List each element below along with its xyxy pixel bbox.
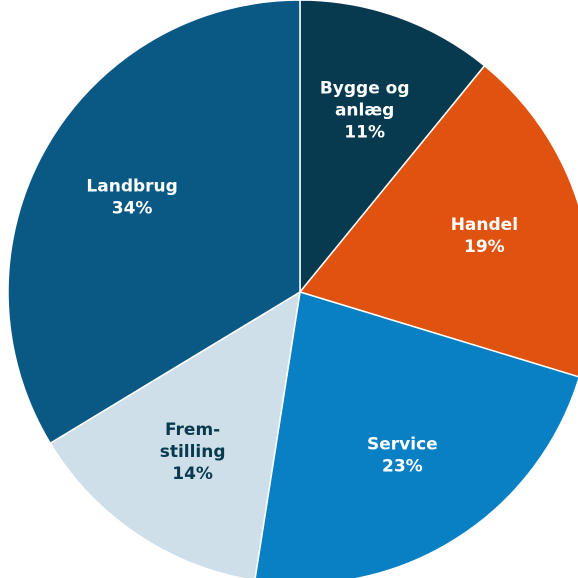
slice-percent-label: 14% — [172, 464, 213, 484]
slice-category-label: Frem- — [165, 420, 220, 440]
slice-category-label: Bygge og — [320, 78, 410, 98]
pie-slice — [49, 290, 301, 578]
pie-slices — [7, 0, 578, 578]
slice-category-label: stilling — [160, 442, 226, 462]
pie-slice — [7, 0, 301, 445]
slice-percent-label: 19% — [464, 237, 505, 257]
slice-percent-label: 11% — [344, 122, 385, 142]
pie-slice — [254, 291, 578, 578]
pie-slice — [298, 64, 578, 378]
pie-slice — [299, 0, 486, 295]
slice-category-label: anlæg — [335, 100, 394, 120]
slice-percent-label: 23% — [382, 456, 423, 476]
slice-category-label: Handel — [451, 215, 518, 235]
slice-percent-label: 34% — [112, 198, 153, 218]
slice-category-label: Service — [367, 434, 438, 454]
slice-category-label: Landbrug — [86, 176, 177, 196]
